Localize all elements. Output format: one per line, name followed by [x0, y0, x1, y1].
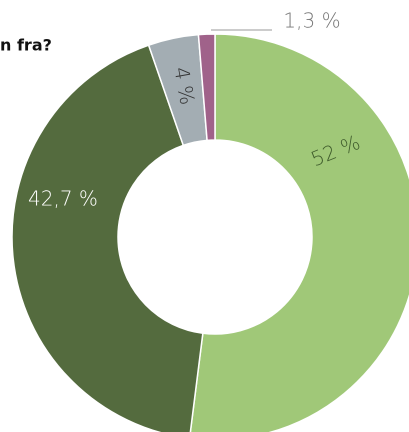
donut-slice: [11, 44, 204, 432]
chart-title: n fra?: [0, 36, 52, 55]
donut-slice: [189, 33, 409, 432]
data-label: 42,7 %: [28, 187, 98, 211]
donut-slice: [197, 33, 216, 142]
data-label: 1,3 %: [283, 9, 340, 33]
